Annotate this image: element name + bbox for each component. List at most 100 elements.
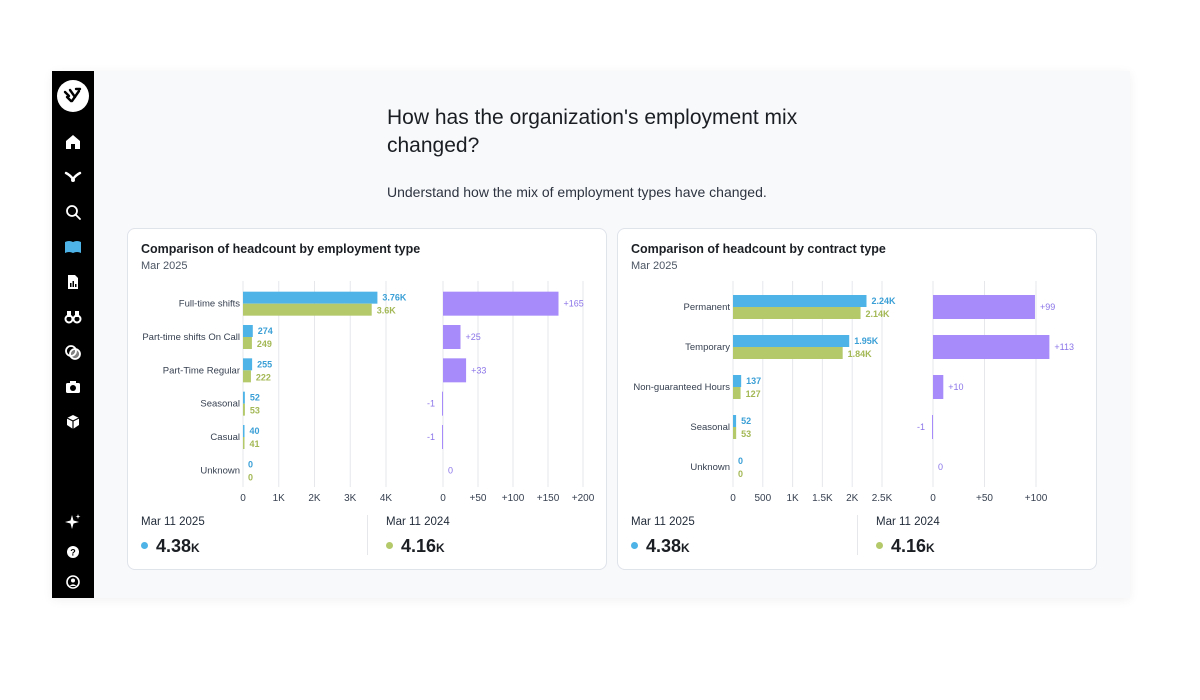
employment-type-card: 0 1K 2K 3K 4K 0 +50 +100 +150 +200 Full-time shift… xyxy=(127,228,607,570)
help-icon[interactable]: ? xyxy=(63,542,83,562)
x-tick-label: 1K xyxy=(786,493,799,504)
x-tick-label: 2K xyxy=(846,493,859,504)
category-label: Temporary xyxy=(685,342,730,353)
library-icon[interactable] xyxy=(63,237,83,257)
data-label-diff: +113 xyxy=(1054,342,1074,352)
page-subtitle: Understand how the mix of employment typ… xyxy=(387,184,767,200)
bar-current xyxy=(243,325,253,337)
bar-current xyxy=(733,415,737,427)
sparkle-icon[interactable] xyxy=(63,512,83,532)
category-label: Unknown xyxy=(690,462,730,473)
diff-tick-label: 0 xyxy=(930,493,936,504)
data-label-previous: 249 xyxy=(257,339,272,349)
category-label: Casual xyxy=(210,432,240,443)
bar-current xyxy=(733,375,742,387)
bar-previous xyxy=(733,387,741,399)
data-label-previous: 127 xyxy=(746,389,761,399)
kpi-value-previous: 4.16K xyxy=(401,536,445,556)
data-label-previous: 1.84K xyxy=(848,349,873,359)
bar-diff xyxy=(933,375,944,399)
category-label: Permanent xyxy=(684,302,731,313)
contract-type-chart: 0 500 1K 1.5K 2K 2.5K 0 +50 +100Permanent2.24K2.… xyxy=(633,281,1074,504)
bar-diff xyxy=(933,335,1050,359)
org-tree-icon[interactable] xyxy=(63,167,83,187)
data-label-current: 137 xyxy=(746,376,761,386)
data-label-current: 0 xyxy=(738,456,743,466)
svg-text:?: ? xyxy=(70,548,76,558)
sidebar: ? xyxy=(52,71,94,598)
data-label-diff: +99 xyxy=(1040,302,1055,312)
kpi-value-current: 4.38K xyxy=(646,536,690,556)
card-subtitle: Mar 2025 xyxy=(141,260,188,272)
kpi-date-previous: Mar 11 2024 xyxy=(876,516,940,528)
data-label-previous: 53 xyxy=(741,429,751,439)
kpi-value-current: 4.38K xyxy=(156,536,200,556)
bar-current xyxy=(733,295,867,307)
home-icon[interactable] xyxy=(63,132,83,152)
data-label-current: 52 xyxy=(250,393,260,403)
x-tick-label: 2.5K xyxy=(872,493,893,504)
x-tick-label: 4K xyxy=(380,493,393,504)
app-frame: ? How has the organization's employment … xyxy=(52,71,1130,598)
legend-dot-previous xyxy=(386,542,393,549)
account-icon[interactable] xyxy=(63,572,83,592)
bar-previous xyxy=(243,303,372,316)
data-label-previous: 2.14K xyxy=(866,309,891,319)
x-tick-label: 0 xyxy=(730,493,736,504)
legend-dot-current xyxy=(631,542,638,549)
legend-dot-previous xyxy=(876,542,883,549)
bar-previous xyxy=(733,427,737,439)
data-label-diff: +10 xyxy=(948,382,963,392)
x-tick-label: 1.5K xyxy=(812,493,833,504)
bar-diff xyxy=(443,325,461,349)
data-label-current: 40 xyxy=(250,426,260,436)
data-label-current: 1.95K xyxy=(854,336,879,346)
kpi-date-current: Mar 11 2025 xyxy=(631,516,695,528)
legend-dot-current xyxy=(141,542,148,549)
search-icon[interactable] xyxy=(63,202,83,222)
bar-previous xyxy=(243,437,245,449)
data-label-diff: 0 xyxy=(938,462,943,472)
bar-current xyxy=(733,335,850,347)
cube-icon[interactable] xyxy=(63,412,83,432)
card-subtitle: Mar 2025 xyxy=(631,260,678,272)
data-label-current: 255 xyxy=(257,359,272,369)
kpi-divider xyxy=(367,515,368,555)
data-label-previous: 3.6K xyxy=(377,306,397,316)
category-label: Full-time shifts xyxy=(179,299,240,310)
category-label: Part-time shifts On Call xyxy=(142,332,240,343)
report-icon[interactable] xyxy=(63,272,83,292)
diff-tick-label: +100 xyxy=(502,493,525,504)
bar-diff xyxy=(443,291,559,316)
logo-icon[interactable] xyxy=(57,80,89,112)
category-label: Seasonal xyxy=(200,399,240,410)
data-label-current: 0 xyxy=(248,459,253,469)
contract-type-card: 0 500 1K 1.5K 2K 2.5K 0 +50 +100 Permanent 2.24K 2.… xyxy=(617,228,1097,570)
kpi-date-previous: Mar 11 2024 xyxy=(386,516,450,528)
bar-previous xyxy=(243,370,251,383)
data-label-current: 274 xyxy=(258,326,273,336)
bar-current xyxy=(243,358,253,371)
binoculars-icon[interactable] xyxy=(63,307,83,327)
camera-icon[interactable] xyxy=(63,377,83,397)
x-tick-label: 500 xyxy=(754,493,771,504)
data-label-current: 3.76K xyxy=(382,293,407,303)
data-label-diff: +165 xyxy=(564,299,584,309)
diff-tick-label: +200 xyxy=(572,493,595,504)
diff-tick-label: +100 xyxy=(1025,493,1048,504)
diff-tick-label: +150 xyxy=(537,493,560,504)
category-label: Non-guaranteed Hours xyxy=(633,382,730,393)
diff-tick-label: 0 xyxy=(440,493,446,504)
data-label-current: 2.24K xyxy=(872,296,897,306)
diff-tick-label: +50 xyxy=(470,493,487,504)
diff-tick-label: +50 xyxy=(976,493,993,504)
category-label: Seasonal xyxy=(690,422,730,433)
data-label-previous: 41 xyxy=(250,439,260,449)
x-tick-label: 3K xyxy=(344,493,357,504)
data-label-previous: 0 xyxy=(738,469,743,479)
segments-icon[interactable] xyxy=(63,342,83,362)
card-title: Comparison of headcount by contract type xyxy=(631,242,886,256)
bar-diff xyxy=(933,295,1035,319)
bar-previous xyxy=(733,347,843,359)
employment-type-chart: 0 1K 2K 3K 4K 0 +50 +100 +150 +200 Full-time shift… xyxy=(142,281,595,504)
